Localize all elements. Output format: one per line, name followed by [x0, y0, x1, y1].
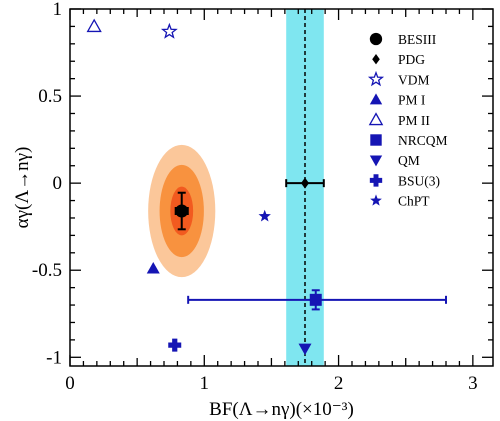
legend-label-qm: QM [398, 153, 420, 168]
y-tick-label: -0.5 [32, 260, 62, 281]
vdm-marker [160, 22, 178, 39]
series-chpt [258, 209, 271, 222]
legend-label-besiii: BESIII [398, 32, 437, 47]
y-tick-label: -1 [46, 347, 62, 368]
legend-marker-besiii [369, 32, 383, 46]
plot-frame [69, 8, 494, 367]
qm-marker [298, 343, 312, 356]
legend-label-pm-i: PM I [398, 93, 426, 108]
bsu-3-marker [168, 338, 182, 352]
pdg-marker [301, 177, 309, 189]
series-bsu-3 [168, 338, 182, 352]
series-pm-i [146, 261, 160, 274]
nrcqm-marker [309, 293, 322, 306]
legend-label-vdm: VDM [398, 72, 430, 87]
legend-marker-nrcqm [370, 134, 382, 146]
legend-marker-vdm [367, 70, 385, 87]
y-tick-label: 0.5 [38, 86, 62, 107]
legend-marker-chpt [370, 194, 382, 206]
x-tick-label: 0 [65, 373, 75, 394]
series-besiii [174, 191, 189, 231]
y-tick-label: 0 [53, 173, 63, 194]
series-nrcqm [187, 289, 447, 311]
legend-marker-qm [369, 155, 383, 167]
axes: 0 1 2 3 -1 -0.5 0 0.5 1 [32, 0, 493, 394]
legend-label-pm-ii: PM II [398, 113, 430, 128]
legend-marker-pm-ii [368, 112, 384, 126]
legend-label-pdg: PDG [398, 52, 425, 67]
x-tick-label: 2 [334, 373, 344, 394]
y-tick-label: 1 [53, 0, 63, 20]
x-tick-label: 1 [200, 373, 210, 394]
x-axis-title: BF(Λ→nγ)(×10⁻³) [209, 399, 354, 420]
besiii-marker [175, 204, 189, 218]
pm-ii-marker [86, 18, 102, 33]
legend-marker-bsu-3 [369, 174, 383, 187]
pm-i-marker [146, 261, 160, 274]
y-axis-title: αγ(Λ→nγ) [12, 147, 33, 229]
legend-marker-pdg [372, 53, 380, 65]
legend-label-nrcqm: NRCQM [398, 133, 448, 148]
series-pm-ii [86, 18, 102, 33]
legend: BESIII PDG VDM PM I PM II NRCQM QM BSU(3) ChPT [367, 32, 448, 209]
series-pdg [285, 177, 325, 189]
series-qm [298, 343, 312, 356]
legend-label-bsu-3: BSU(3) [398, 173, 440, 188]
legend-label-chpt: ChPT [398, 194, 430, 209]
chpt-marker [258, 209, 271, 222]
series-vdm [160, 22, 178, 39]
legend-marker-pm-i [369, 93, 383, 105]
x-tick-label: 3 [468, 373, 478, 394]
